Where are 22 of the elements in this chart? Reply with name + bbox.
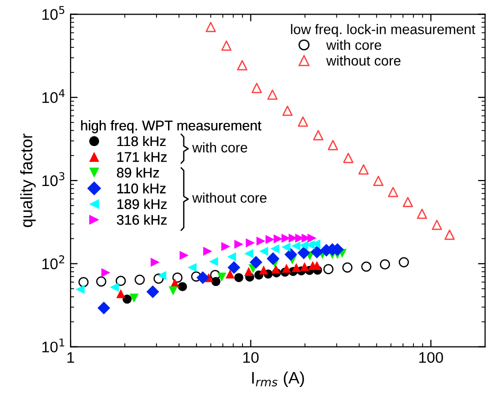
y-axis-title: quality factor xyxy=(20,134,36,228)
x-axis-title: I$_{rms}$ (A) xyxy=(252,371,304,387)
y-tick-label: 10$^{4}$ xyxy=(42,89,65,103)
legend-label: 118 kHz xyxy=(117,136,166,146)
annotation: without core xyxy=(192,192,266,203)
x-tick-label: 10 xyxy=(243,352,259,363)
legend-label: 89 kHz xyxy=(116,167,159,178)
legend-label: 189 kHz xyxy=(117,198,167,210)
y-tick-label: 10$^{2}$ xyxy=(42,255,64,270)
legend-label: with core xyxy=(326,40,382,50)
annotation: with core xyxy=(192,142,248,152)
legend-label: 171 kHz xyxy=(117,152,167,162)
legend-label: without core xyxy=(326,55,401,66)
y-tick-label: 10$^{5}$ xyxy=(42,6,64,20)
legend-label: 110 kHz xyxy=(117,183,166,194)
text: low freq. lock-in measurement xyxy=(291,24,476,37)
x-tick-label: 1 xyxy=(67,352,74,363)
y-tick-label: 10$^{1}$ xyxy=(42,338,64,352)
x-tick-label: 100 xyxy=(419,352,444,363)
legend-label: 316 kHz xyxy=(116,214,167,225)
y-tick-label: 10$^{3}$ xyxy=(42,172,64,186)
text: high freq. WPT measurement xyxy=(81,120,262,134)
